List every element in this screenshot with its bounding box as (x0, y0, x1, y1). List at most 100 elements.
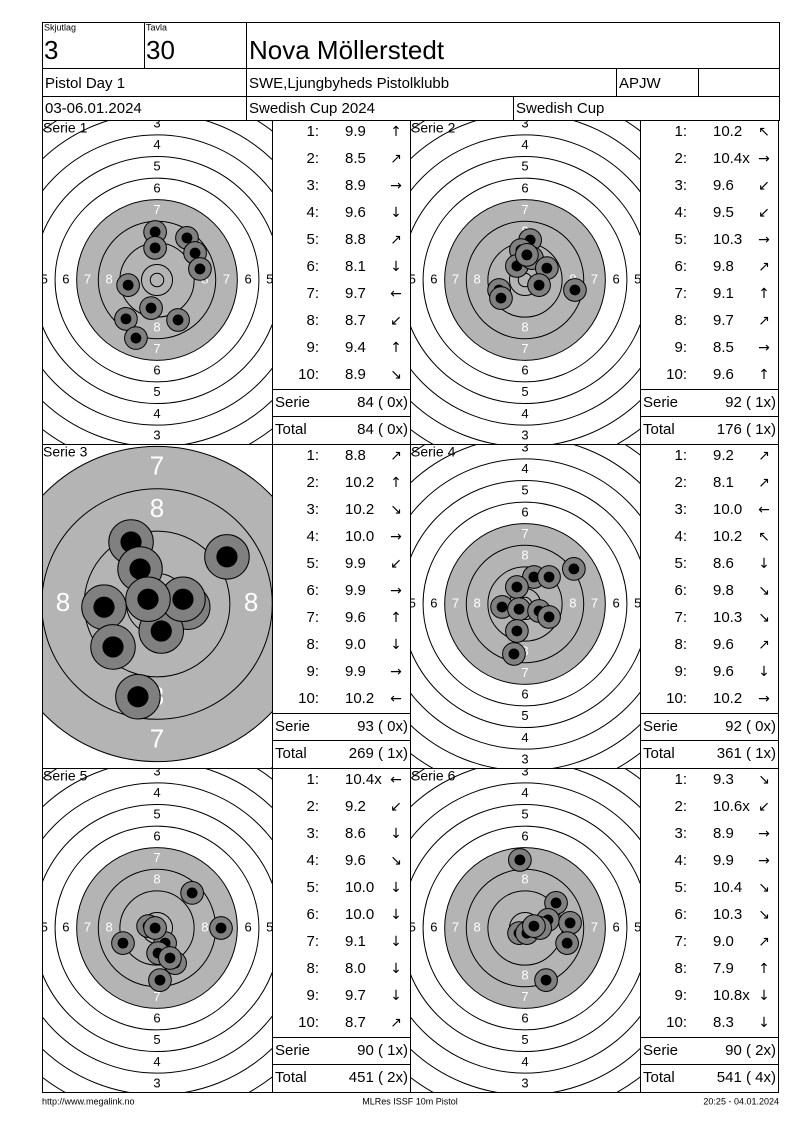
ring-label: 7 (452, 271, 459, 286)
shot-number: 6: (306, 906, 319, 923)
shot-direction: ↑ (390, 610, 402, 626)
ring-label: 6 (153, 828, 160, 843)
shot-direction: → (758, 691, 770, 707)
shot-direction: ↓ (758, 556, 770, 572)
shot-score: 10.4x (345, 771, 382, 788)
shot-number: 4: (306, 852, 319, 869)
shot-number: 7: (306, 933, 319, 950)
shot-number: 3: (306, 177, 319, 194)
hole-core (189, 247, 201, 259)
shot-number: 5: (306, 231, 319, 248)
hole-core (533, 279, 545, 291)
ring-label: 4 (288, 271, 295, 286)
shot-number: 9: (306, 987, 319, 1004)
ring-label: 7 (591, 919, 598, 934)
shot-score: 9.2 (345, 798, 366, 815)
shot-score: 9.6 (345, 204, 366, 221)
shot-hole (180, 881, 204, 905)
shot-direction: ↙ (758, 799, 770, 815)
hole-core (154, 974, 166, 986)
shot-number: 2: (674, 474, 687, 491)
ring-label: 8 (201, 919, 208, 934)
ring-label: 8 (244, 587, 258, 617)
shot-hole (508, 848, 532, 872)
ring (140, 263, 174, 297)
ring-label: 3 (521, 427, 528, 442)
serie-name: Serie 2 (411, 120, 456, 136)
ring (42, 488, 272, 720)
shot-score: 10.8x (713, 987, 750, 1004)
shot-number: 2: (306, 150, 319, 167)
ring (54, 177, 260, 383)
total-label: Total (275, 421, 307, 438)
ring-label: 3 (153, 764, 160, 779)
ring-label: 5 (153, 384, 160, 399)
ring-label: 5 (521, 1032, 528, 1047)
ring-label: 7 (150, 723, 164, 753)
shot-number: 1: (674, 447, 687, 464)
hole-core (117, 937, 129, 949)
total-score: 176 ( 1x) (717, 421, 776, 438)
shot-number: 1: (674, 771, 687, 788)
hole-core (194, 263, 206, 275)
shot-score: 9.6 (713, 177, 734, 194)
shot-score: 9.6 (713, 636, 734, 653)
ring-label: 6 (62, 919, 69, 934)
shot-score: 9.9 (345, 663, 366, 680)
hole-core (528, 571, 540, 583)
shot-score: 10.2 (345, 474, 374, 491)
ring (422, 177, 628, 383)
ring-label: 7 (150, 450, 164, 480)
shot-number: 9: (306, 339, 319, 356)
shot-number: 1: (306, 771, 319, 788)
ring-label: 3 (365, 595, 372, 610)
ring-label: 5 (521, 708, 528, 723)
ring-label: 6 (521, 504, 528, 519)
ring (42, 445, 272, 763)
shot-hole (114, 307, 138, 331)
shot-number: 6: (674, 258, 687, 275)
ring-label: 5 (153, 807, 160, 822)
shot-score: 10.0 (345, 528, 374, 545)
ring-label: 5 (41, 271, 48, 286)
shot-hole (537, 565, 561, 589)
shot-hole (204, 534, 250, 580)
shot-score: 10.3 (713, 609, 742, 626)
skjutlag: 3 (44, 35, 58, 65)
shot-direction: ↘ (758, 610, 770, 626)
shot-score: 9.4 (345, 339, 366, 356)
ring-label: 4 (656, 271, 663, 286)
shot-hole (515, 243, 539, 267)
total-score: 84 ( 0x) (357, 421, 408, 438)
shot-direction: → (758, 232, 770, 248)
ring-label: 3 (521, 764, 528, 779)
shot-direction: ↓ (390, 259, 402, 275)
ring-label: 3 (153, 116, 160, 131)
shot-hole (139, 296, 163, 320)
ring (42, 782, 272, 1074)
ring-label: 7 (521, 665, 528, 680)
ring-label: 8 (521, 548, 528, 563)
shot-number: 7: (306, 609, 319, 626)
ring-label: 4 (153, 1054, 160, 1069)
ring (444, 523, 606, 685)
shot-number: 1: (306, 447, 319, 464)
hole-core (511, 625, 523, 637)
shot-score: 9.9 (345, 555, 366, 572)
hole-core (561, 937, 573, 949)
shot-direction: ↓ (758, 1015, 770, 1031)
shot-direction: → (758, 151, 770, 167)
ring (119, 890, 195, 966)
shot-number: 2: (306, 474, 319, 491)
shot-hole (555, 931, 579, 955)
ring-label: 6 (521, 363, 528, 378)
target: 333344445555666677778888 (365, 444, 640, 768)
ring-label: 7 (591, 271, 598, 286)
serie-label: Serie (275, 394, 310, 411)
shot-direction: ↘ (390, 367, 402, 383)
shot-score: 8.8 (345, 231, 366, 248)
target: 333344445555666677778888 (41, 116, 295, 444)
shot-direction: ← (390, 772, 402, 788)
